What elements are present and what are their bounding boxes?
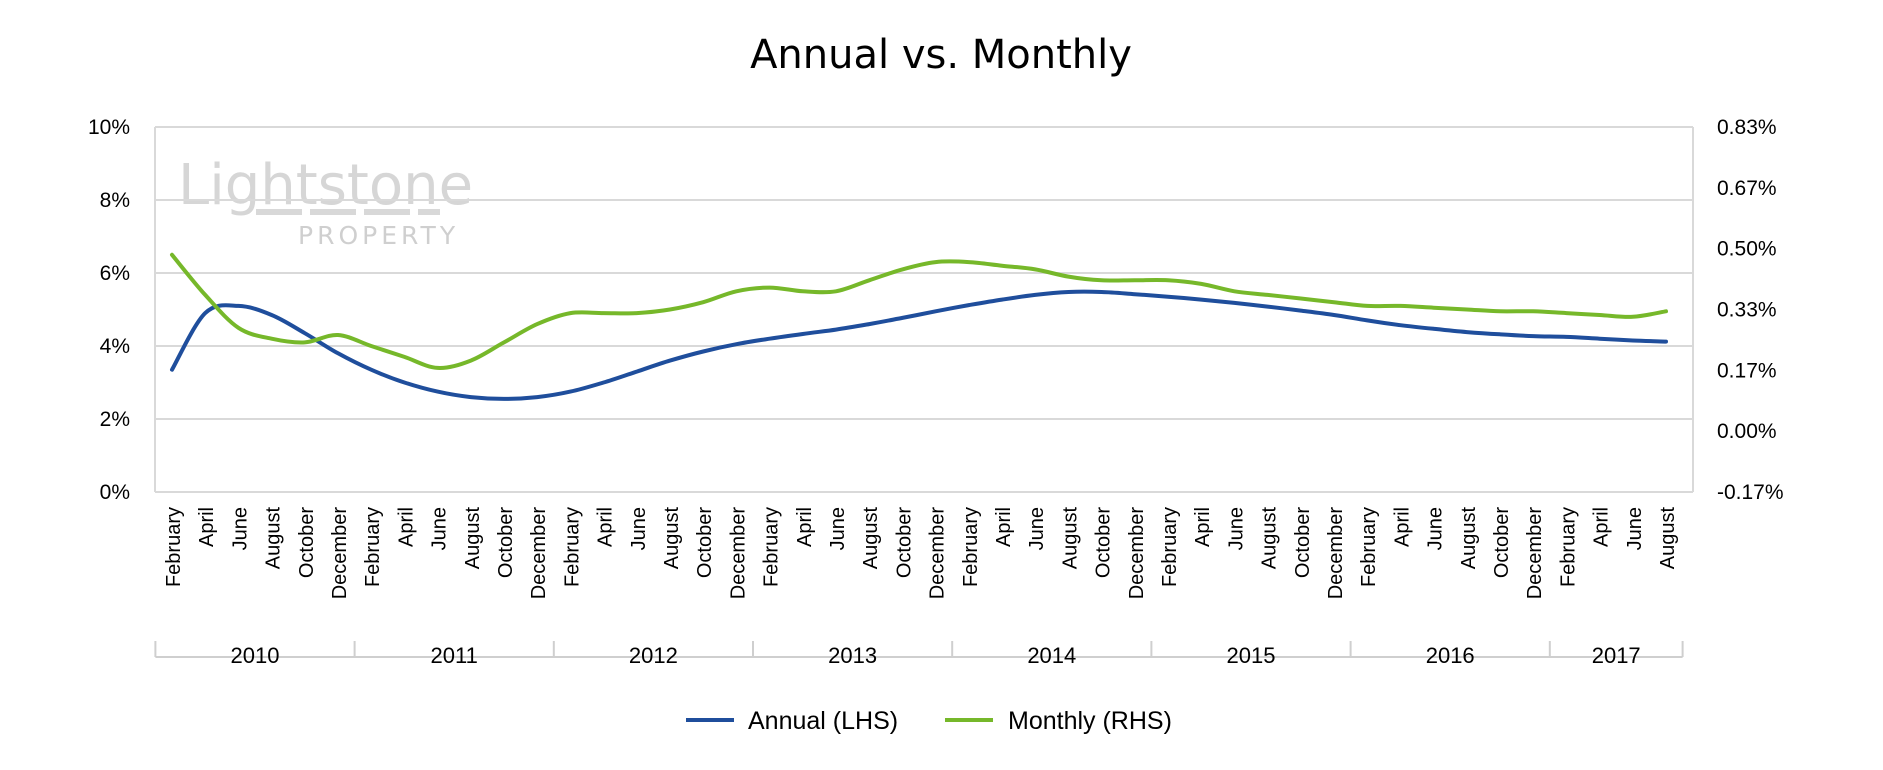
legend-label-annual-lhs: Annual (LHS) <box>748 707 898 735</box>
x-month-label: October <box>1491 507 1513 578</box>
x-month-label: August <box>661 507 683 570</box>
x-month-label: February <box>561 507 583 587</box>
x-month-label: April <box>1391 507 1413 547</box>
series <box>170 252 1668 401</box>
lightstone-logo-watermark: Lightstone PROPERTY <box>178 153 473 250</box>
x-month-label: October <box>1093 507 1115 578</box>
x-month-label: October <box>1292 507 1314 578</box>
x-month-label: February <box>1358 507 1380 587</box>
y-left-tick-label: 8% <box>100 189 130 212</box>
x-month-label: February <box>163 507 185 587</box>
x-month-label: June <box>229 507 251 550</box>
x-month-label: December <box>927 507 949 600</box>
x-month-label: October <box>893 507 915 578</box>
x-year-label: 2015 <box>1227 643 1276 668</box>
y-left-tick-label: 6% <box>100 262 130 285</box>
x-month-label: December <box>1524 507 1546 600</box>
y-right-tick-label: 0.17% <box>1717 359 1777 382</box>
x-year-label: 2012 <box>629 643 678 668</box>
y-right-tick-label: 0.00% <box>1717 420 1777 443</box>
x-month-label: June <box>1225 507 1247 550</box>
y-left-tick-label: 10% <box>88 116 130 139</box>
x-month-label: December <box>528 507 550 600</box>
x-month-label: August <box>263 507 285 570</box>
x-year-label: 2017 <box>1592 643 1641 668</box>
x-month-label: April <box>1192 507 1214 547</box>
watermark-dash <box>256 209 302 215</box>
x-month-label: June <box>1425 507 1447 550</box>
x-month-label: October <box>495 507 517 578</box>
x-month-label: February <box>960 507 982 587</box>
x-month-label: December <box>1325 507 1347 600</box>
y-right-tick-label: 0.67% <box>1717 177 1777 200</box>
x-month-label: December <box>1126 507 1148 600</box>
x-month-label: February <box>1159 507 1181 587</box>
x-year-label: 2010 <box>231 643 280 668</box>
x-month-label: August <box>1059 507 1081 570</box>
y-left-tick-label: 4% <box>100 335 130 358</box>
x-month-label: February <box>761 507 783 587</box>
x-year-label: 2016 <box>1426 643 1475 668</box>
series-line-annual-lhs <box>170 289 1668 401</box>
x-month-label: December <box>727 507 749 600</box>
gridlines <box>155 126 1693 493</box>
y-right-tick-label: -0.17% <box>1717 481 1784 504</box>
x-month-label: October <box>694 507 716 578</box>
x-month-label: April <box>993 507 1015 547</box>
axes: 0% 2% 4% 6% 8% 10% -0.17% 0.00% 0.17% 0.33% 0.50% 0… <box>88 116 1784 668</box>
watermark-main: Lightstone <box>178 153 473 218</box>
watermark-dash <box>418 209 440 215</box>
y-left-tick-label: 0% <box>100 481 130 504</box>
x-year-label: 2014 <box>1027 643 1076 668</box>
x-month-label: August <box>1259 507 1281 570</box>
x-month-label: December <box>329 507 351 600</box>
series-line-monthly-rhs <box>170 252 1668 370</box>
x-month-label: August <box>1458 507 1480 570</box>
x-month-label: June <box>628 507 650 550</box>
x-month-label: February <box>1557 507 1579 587</box>
x-month-label: August <box>462 507 484 570</box>
x-month-label: April <box>595 507 617 547</box>
x-month-label: June <box>1026 507 1048 550</box>
y-right-tick-label: 0.83% <box>1717 116 1777 139</box>
x-month-label: June <box>429 507 451 550</box>
x-month-label: April <box>1591 507 1613 547</box>
watermark-dash <box>364 209 410 215</box>
x-month-label: August <box>1657 507 1679 570</box>
chart-title: Annual vs. Monthly <box>750 32 1132 78</box>
legend: Annual (LHS) Monthly (RHS) <box>686 707 1172 735</box>
x-month-label: October <box>296 507 318 578</box>
x-month-label: April <box>395 507 417 547</box>
y-right-tick-label: 0.33% <box>1717 299 1777 322</box>
x-month-label: June <box>1624 507 1646 550</box>
y-left-tick-label: 2% <box>100 408 130 431</box>
x-month-label: April <box>196 507 218 547</box>
watermark-dash <box>310 209 356 215</box>
x-month-label: February <box>362 507 384 587</box>
x-year-label: 2013 <box>828 643 877 668</box>
x-month-label: August <box>860 507 882 570</box>
y-right-tick-label: 0.50% <box>1717 238 1777 261</box>
x-year-label: 2011 <box>431 643 478 668</box>
x-month-label: June <box>827 507 849 550</box>
x-month-label: April <box>794 507 816 547</box>
legend-label-monthly-rhs: Monthly (RHS) <box>1008 707 1172 735</box>
watermark-sub: PROPERTY <box>298 221 459 250</box>
